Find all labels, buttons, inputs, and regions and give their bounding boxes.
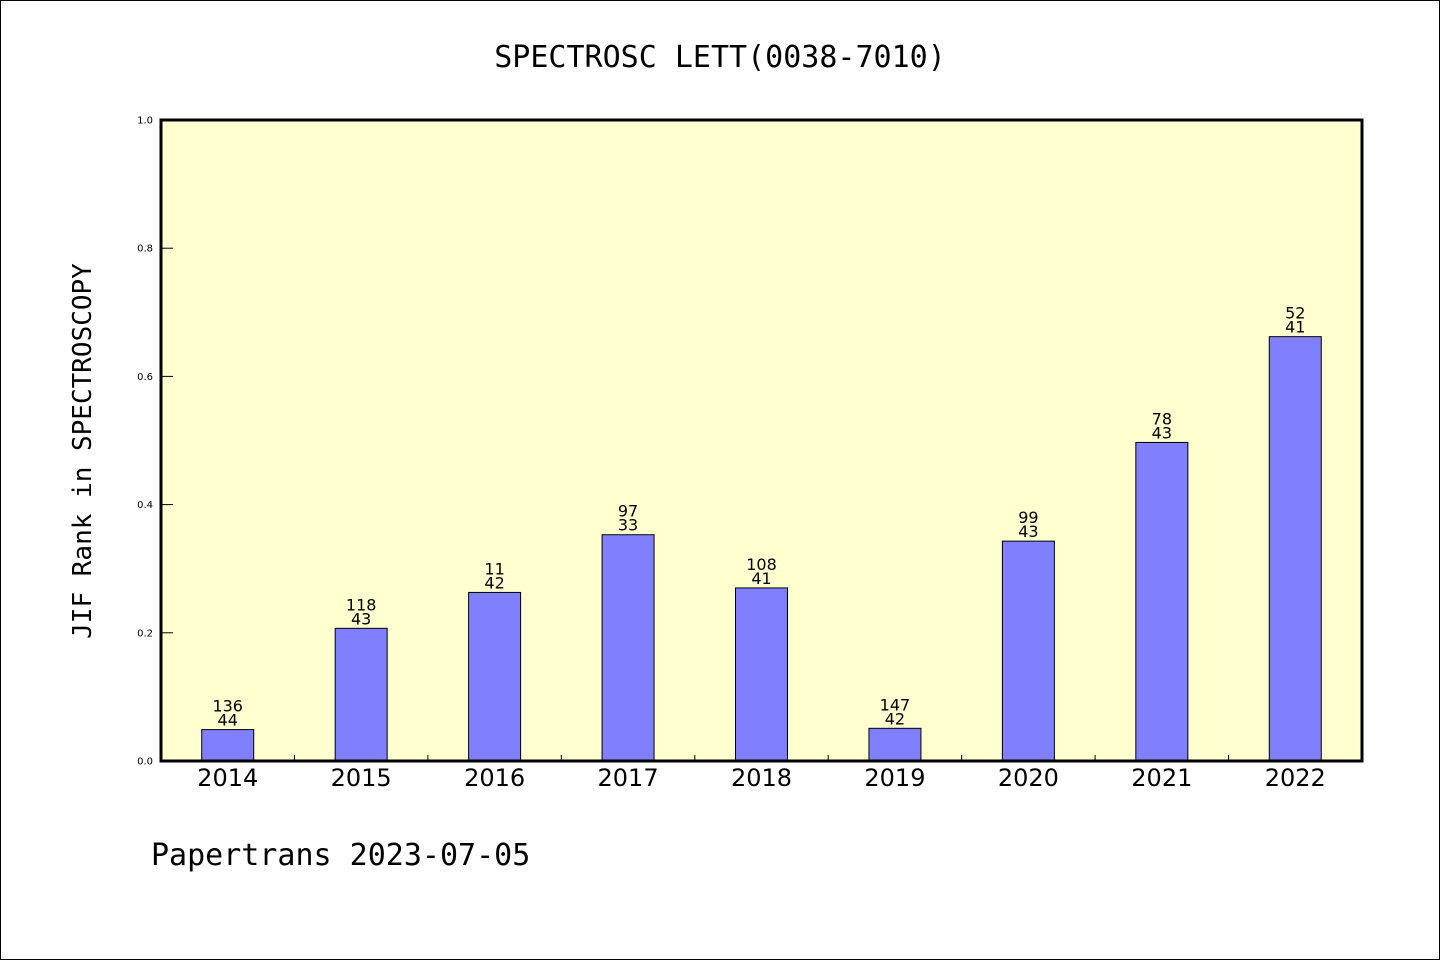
bar-2020 bbox=[1001, 540, 1055, 762]
bar-2018 bbox=[735, 587, 788, 762]
y-tick-label: 0.4 bbox=[137, 500, 153, 511]
plot-border bbox=[159, 118, 1364, 763]
bar-label-bottom: 43 bbox=[351, 609, 371, 628]
y-axis-label: JIF Rank in SPECTROSCOPY bbox=[68, 263, 98, 639]
bar-label-bottom: 44 bbox=[218, 711, 238, 730]
bar-label-bottom: 43 bbox=[1018, 522, 1038, 541]
footer-text: Papertrans 2023-07-05 bbox=[151, 838, 530, 873]
x-tick-label: 2016 bbox=[464, 764, 525, 792]
y-tick-label: 0.0 bbox=[137, 757, 153, 768]
bar-2019 bbox=[868, 727, 922, 762]
bars-group bbox=[201, 336, 1322, 762]
bar-label-bottom: 42 bbox=[885, 709, 905, 728]
bar-label-top: 118 bbox=[346, 595, 377, 614]
bar-label-bottom: 41 bbox=[1285, 318, 1305, 337]
x-tick-label: 2018 bbox=[731, 764, 792, 792]
x-tick-label: 2020 bbox=[998, 764, 1059, 792]
x-tick-label: 2022 bbox=[1265, 764, 1326, 792]
x-tick-label: 2017 bbox=[598, 764, 659, 792]
bar-label-top: 99 bbox=[1018, 508, 1038, 527]
bar-2017 bbox=[601, 534, 655, 762]
bar-label-bottom: 41 bbox=[751, 569, 771, 588]
bar-label-top: 78 bbox=[1152, 409, 1172, 428]
bar-2016 bbox=[468, 591, 522, 762]
y-tick-label: 0.6 bbox=[137, 372, 153, 383]
bar-2021 bbox=[1135, 441, 1189, 762]
bar-label-top: 136 bbox=[212, 697, 243, 716]
bar-label-bottom: 42 bbox=[484, 573, 504, 592]
bar-label-top: 52 bbox=[1285, 304, 1305, 323]
bar-label-top: 147 bbox=[880, 695, 911, 714]
bar-2014 bbox=[201, 729, 255, 762]
x-tick-label: 2019 bbox=[864, 764, 925, 792]
y-tick-label: 1.0 bbox=[137, 116, 153, 127]
x-axis-ticks: 2014 2015 2016 2017 2018 2019 2020 2021 2022 bbox=[197, 755, 1326, 792]
bar-label-top: 11 bbox=[484, 559, 504, 578]
bar-2022 bbox=[1268, 336, 1322, 762]
bar-label-top: 97 bbox=[618, 502, 638, 521]
chart-title: SPECTROSC LETT(0038-7010) bbox=[494, 40, 946, 75]
bar-label-bottom: 43 bbox=[1152, 423, 1172, 442]
bar-label-top: 108 bbox=[746, 555, 777, 574]
x-tick-label: 2014 bbox=[197, 764, 258, 792]
y-tick-label: 0.2 bbox=[137, 628, 153, 639]
y-tick-label: 0.8 bbox=[137, 244, 153, 255]
bar-label-bottom: 33 bbox=[618, 516, 638, 535]
x-tick-label: 2021 bbox=[1131, 764, 1192, 792]
x-tick-label: 2015 bbox=[331, 764, 392, 792]
bar-2015 bbox=[334, 627, 388, 762]
